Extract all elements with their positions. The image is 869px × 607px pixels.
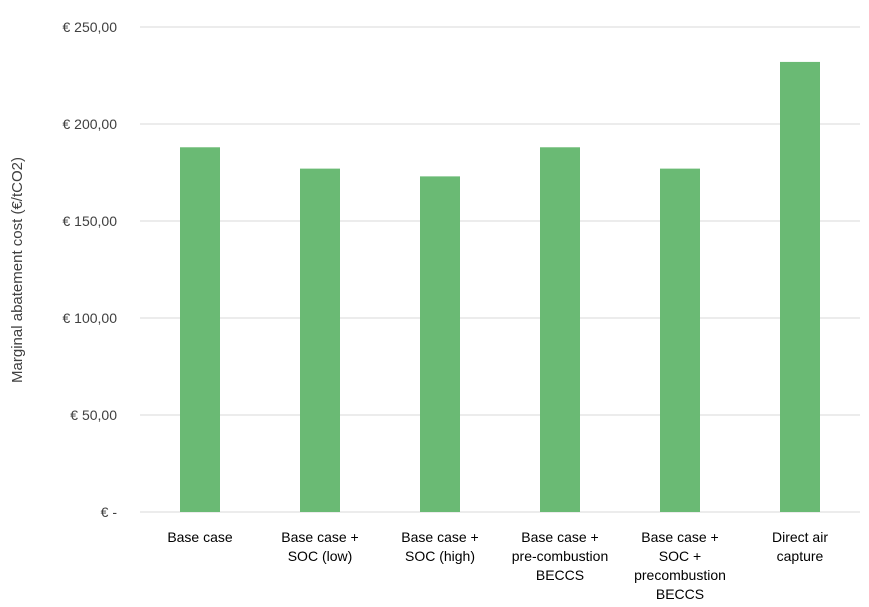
x-category-label: Base case + SOC (low) bbox=[281, 529, 358, 564]
x-category-label: Base case + SOC + precombustion BECCS bbox=[634, 529, 726, 602]
x-category-label: Base case bbox=[167, 529, 233, 545]
y-tick-label: € 100,00 bbox=[63, 310, 118, 326]
x-category-label-line: capture bbox=[777, 548, 824, 564]
x-category-label-line: Direct air bbox=[772, 529, 828, 545]
x-category-label-line: Base case bbox=[167, 529, 233, 545]
y-tick-label: € 150,00 bbox=[63, 213, 118, 229]
x-category-labels: Base case Base case + SOC (low)Base case +… bbox=[167, 529, 828, 602]
bar bbox=[180, 147, 220, 512]
bar bbox=[780, 61, 820, 513]
x-category-label-line: Base case + bbox=[281, 529, 358, 545]
x-category-label-line: BECCS bbox=[536, 567, 584, 583]
bar bbox=[300, 168, 340, 512]
x-category-label: Base case + SOC (high) bbox=[401, 529, 478, 564]
x-category-label-line: SOC (low) bbox=[288, 548, 353, 564]
gridlines bbox=[140, 26, 860, 513]
y-tick-label: € 250,00 bbox=[63, 19, 118, 35]
x-category-label-line: Base case + bbox=[641, 529, 718, 545]
x-category-label-line: SOC + bbox=[659, 548, 701, 564]
x-category-label-line: SOC (high) bbox=[405, 548, 475, 564]
bars bbox=[180, 61, 820, 513]
x-category-label-line: pre-combustion bbox=[512, 548, 609, 564]
bar bbox=[540, 147, 580, 512]
x-category-label-line: Base case + bbox=[521, 529, 598, 545]
x-category-label-line: Base case + bbox=[401, 529, 478, 545]
x-category-label-line: BECCS bbox=[656, 586, 704, 602]
y-tick-label: € - bbox=[101, 504, 118, 520]
y-tick-labels: € - € 50,00 € 100,00 € 150,00 € 200,00 € 250,… bbox=[63, 19, 118, 520]
bar bbox=[420, 176, 460, 512]
x-category-label: Direct air capture bbox=[772, 529, 828, 564]
bar bbox=[660, 168, 700, 512]
x-category-label-line: precombustion bbox=[634, 567, 726, 583]
y-tick-label: € 50,00 bbox=[70, 407, 117, 423]
y-tick-label: € 200,00 bbox=[63, 116, 118, 132]
x-category-label: Base case + pre-combustion BECCS bbox=[512, 529, 609, 583]
y-axis-title: Marginal abatement cost (€/tCO2) bbox=[9, 157, 26, 383]
